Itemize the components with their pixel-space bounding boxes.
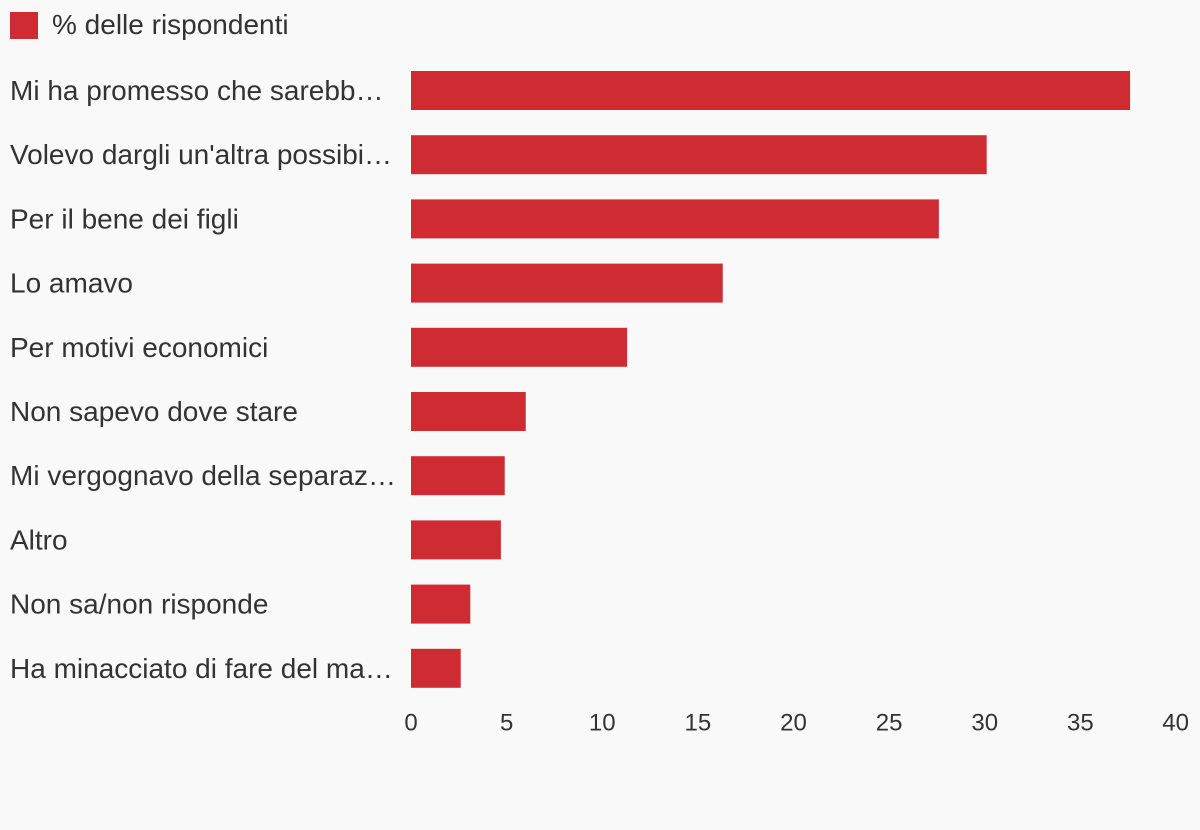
x-tick-label: 5 <box>500 710 513 737</box>
legend-label: % delle rispondenti <box>52 9 289 40</box>
bar <box>411 584 471 624</box>
x-tick-label: 35 <box>1067 710 1094 737</box>
bar <box>411 520 501 560</box>
x-tick-label: 40 <box>1162 710 1189 737</box>
category-labels: Mi ha promesso che sarebb… Volevo dargli … <box>10 75 396 684</box>
legend-swatch <box>10 11 38 39</box>
bar <box>411 392 526 431</box>
x-tick-label: 25 <box>876 710 903 737</box>
category-label: Lo amavo <box>10 268 133 299</box>
category-label: Per il bene dei figli <box>10 203 239 234</box>
category-label: Mi vergognavo della separaz… <box>10 460 396 491</box>
x-axis-ticks: 0 5 10 15 20 25 30 35 40 <box>404 710 1189 737</box>
bar <box>411 456 505 496</box>
category-label: Per motivi economici <box>10 332 268 363</box>
category-label: Ha minacciato di fare del ma… <box>10 653 393 684</box>
bar <box>411 327 628 367</box>
x-tick-label: 0 <box>404 710 417 737</box>
bar <box>411 648 461 688</box>
x-tick-label: 20 <box>780 710 807 737</box>
category-label: Non sapevo dove stare <box>10 396 298 427</box>
bar <box>411 199 939 239</box>
bar <box>411 135 987 175</box>
x-tick-label: 10 <box>589 710 616 737</box>
x-tick-label: 30 <box>971 710 998 737</box>
bar <box>411 71 1131 110</box>
chart-legend: % delle rispondenti <box>10 10 289 40</box>
category-label: Altro <box>10 524 68 555</box>
x-tick-label: 15 <box>685 710 712 737</box>
category-label: Non sa/non risponde <box>10 589 268 620</box>
bar <box>411 263 723 303</box>
category-label: Mi ha promesso che sarebb… <box>10 75 384 106</box>
category-label: Volevo dargli un'altra possibi… <box>10 139 392 170</box>
bars <box>411 71 1131 688</box>
